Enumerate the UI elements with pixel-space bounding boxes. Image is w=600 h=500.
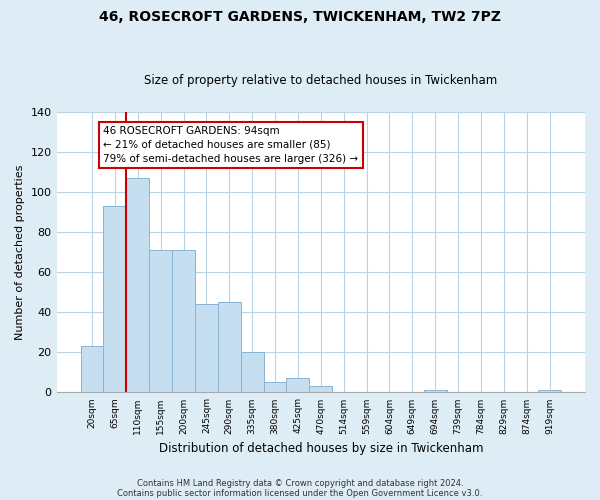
Bar — [218, 302, 241, 392]
Bar — [538, 390, 561, 392]
Bar — [310, 386, 332, 392]
Text: Contains HM Land Registry data © Crown copyright and database right 2024.: Contains HM Land Registry data © Crown c… — [137, 478, 463, 488]
Bar — [241, 352, 263, 393]
Y-axis label: Number of detached properties: Number of detached properties — [15, 164, 25, 340]
X-axis label: Distribution of detached houses by size in Twickenham: Distribution of detached houses by size … — [158, 442, 483, 455]
Bar — [263, 382, 286, 392]
Bar — [172, 250, 195, 392]
Bar — [195, 304, 218, 392]
Bar — [149, 250, 172, 392]
Bar — [80, 346, 103, 393]
Bar — [127, 178, 149, 392]
Bar — [286, 378, 310, 392]
Text: Contains public sector information licensed under the Open Government Licence v3: Contains public sector information licen… — [118, 488, 482, 498]
Text: 46, ROSECROFT GARDENS, TWICKENHAM, TW2 7PZ: 46, ROSECROFT GARDENS, TWICKENHAM, TW2 7… — [99, 10, 501, 24]
Bar — [103, 206, 127, 392]
Text: 46 ROSECROFT GARDENS: 94sqm
← 21% of detached houses are smaller (85)
79% of sem: 46 ROSECROFT GARDENS: 94sqm ← 21% of det… — [103, 126, 359, 164]
Title: Size of property relative to detached houses in Twickenham: Size of property relative to detached ho… — [144, 74, 497, 87]
Bar — [424, 390, 446, 392]
